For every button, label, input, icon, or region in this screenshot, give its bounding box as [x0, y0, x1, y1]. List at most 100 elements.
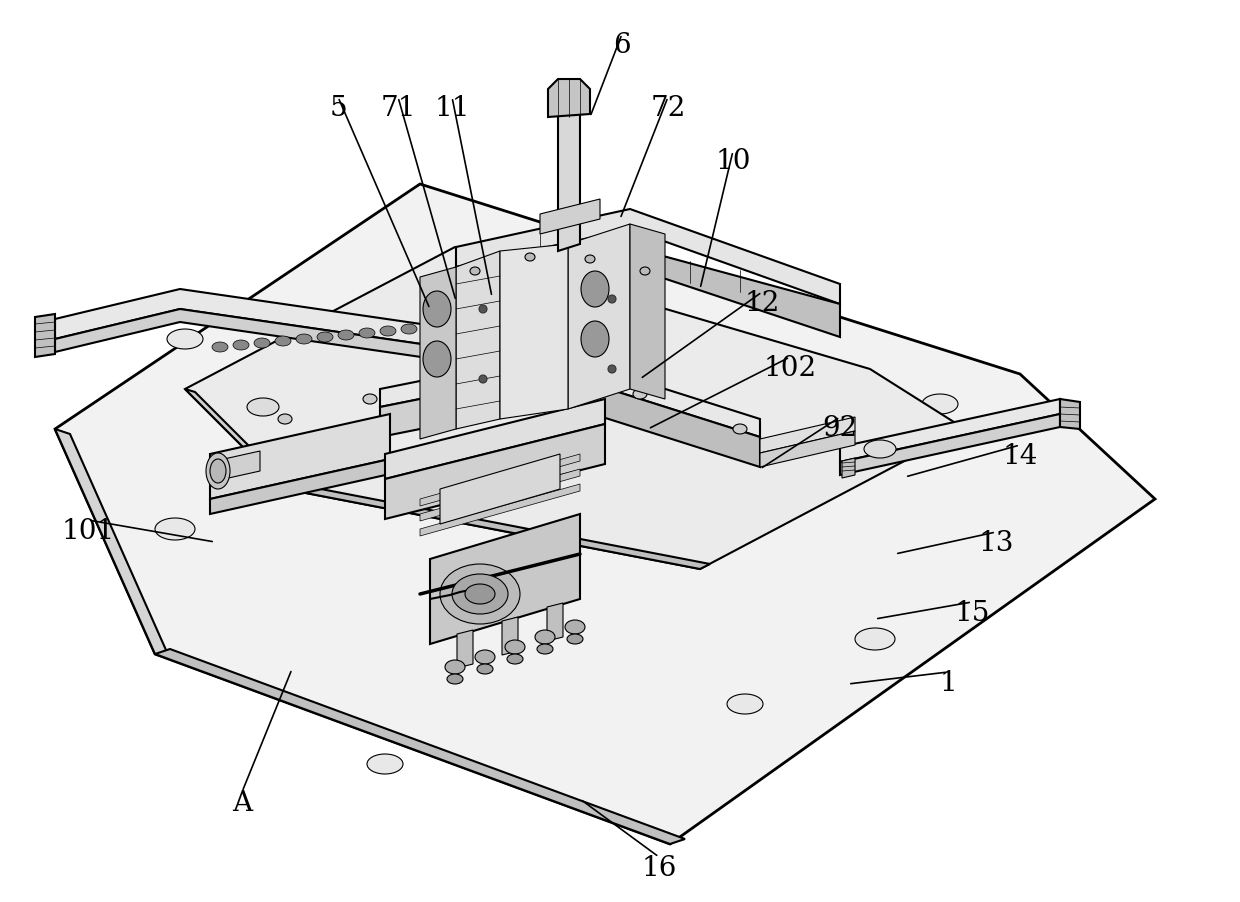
Ellipse shape — [479, 375, 487, 383]
Polygon shape — [456, 252, 500, 429]
Ellipse shape — [632, 390, 647, 400]
Ellipse shape — [317, 333, 334, 343]
Ellipse shape — [210, 459, 226, 483]
Polygon shape — [430, 514, 580, 644]
Polygon shape — [842, 458, 856, 478]
Ellipse shape — [247, 399, 279, 417]
Ellipse shape — [585, 255, 595, 263]
Text: 16: 16 — [641, 854, 677, 881]
Ellipse shape — [537, 644, 553, 654]
Ellipse shape — [503, 364, 517, 374]
Polygon shape — [420, 455, 580, 506]
Ellipse shape — [608, 296, 616, 304]
Polygon shape — [548, 80, 590, 118]
Ellipse shape — [640, 268, 650, 276]
Polygon shape — [630, 225, 665, 400]
Ellipse shape — [479, 306, 487, 314]
Ellipse shape — [864, 440, 897, 458]
Polygon shape — [55, 429, 170, 659]
Polygon shape — [285, 484, 711, 569]
Polygon shape — [568, 225, 630, 410]
Ellipse shape — [275, 336, 291, 346]
Polygon shape — [384, 425, 605, 520]
Ellipse shape — [446, 675, 463, 685]
Polygon shape — [839, 400, 1060, 463]
Text: 14: 14 — [1002, 443, 1038, 469]
Polygon shape — [420, 484, 580, 537]
Polygon shape — [210, 459, 391, 514]
Ellipse shape — [360, 328, 374, 338]
Polygon shape — [502, 617, 518, 655]
Text: 101: 101 — [61, 518, 114, 545]
Ellipse shape — [254, 338, 270, 348]
Polygon shape — [558, 110, 580, 252]
Polygon shape — [1060, 400, 1080, 429]
Ellipse shape — [567, 634, 583, 644]
Ellipse shape — [363, 394, 377, 405]
Ellipse shape — [339, 331, 353, 341]
Polygon shape — [839, 415, 1060, 475]
Polygon shape — [420, 268, 456, 439]
Text: 13: 13 — [978, 529, 1013, 557]
Polygon shape — [539, 199, 600, 235]
Ellipse shape — [233, 341, 249, 351]
Ellipse shape — [296, 335, 312, 345]
Ellipse shape — [443, 320, 459, 331]
Text: A: A — [232, 789, 252, 816]
Text: 72: 72 — [650, 95, 686, 122]
Ellipse shape — [727, 695, 763, 714]
Ellipse shape — [278, 415, 291, 425]
Polygon shape — [630, 248, 839, 337]
Text: 102: 102 — [764, 354, 817, 382]
Ellipse shape — [534, 630, 556, 644]
Polygon shape — [155, 649, 684, 844]
Polygon shape — [384, 400, 605, 480]
Polygon shape — [55, 185, 1154, 844]
Text: 6: 6 — [614, 32, 631, 59]
Text: 15: 15 — [955, 599, 990, 626]
Ellipse shape — [206, 454, 229, 490]
Polygon shape — [547, 603, 563, 641]
Ellipse shape — [477, 664, 494, 675]
Polygon shape — [215, 452, 260, 482]
Polygon shape — [55, 290, 490, 354]
Ellipse shape — [167, 329, 203, 350]
Ellipse shape — [367, 754, 403, 774]
Polygon shape — [440, 455, 560, 524]
Ellipse shape — [923, 394, 959, 415]
Ellipse shape — [155, 519, 195, 540]
Polygon shape — [185, 248, 965, 569]
Ellipse shape — [453, 575, 508, 614]
Ellipse shape — [565, 621, 585, 634]
Text: 10: 10 — [715, 148, 750, 175]
Ellipse shape — [470, 268, 480, 276]
Text: 11: 11 — [434, 95, 470, 122]
Polygon shape — [456, 248, 630, 305]
Text: 71: 71 — [381, 95, 415, 122]
Text: 1: 1 — [939, 669, 957, 696]
Ellipse shape — [445, 660, 465, 675]
Ellipse shape — [212, 343, 228, 353]
Polygon shape — [458, 630, 472, 668]
Polygon shape — [35, 315, 55, 357]
Ellipse shape — [475, 650, 495, 664]
Polygon shape — [556, 373, 760, 467]
Polygon shape — [55, 309, 490, 368]
Ellipse shape — [379, 327, 396, 336]
Polygon shape — [500, 244, 568, 419]
Text: 5: 5 — [329, 95, 347, 122]
Polygon shape — [456, 210, 839, 305]
Ellipse shape — [856, 629, 895, 650]
Text: 92: 92 — [822, 415, 858, 441]
Ellipse shape — [423, 342, 451, 378]
Polygon shape — [210, 415, 391, 500]
Polygon shape — [465, 316, 490, 373]
Ellipse shape — [401, 325, 417, 335]
Polygon shape — [760, 431, 856, 467]
Ellipse shape — [582, 322, 609, 357]
Ellipse shape — [582, 272, 609, 308]
Polygon shape — [760, 418, 856, 454]
Polygon shape — [379, 373, 556, 437]
Text: 12: 12 — [744, 290, 780, 317]
Ellipse shape — [423, 291, 451, 327]
